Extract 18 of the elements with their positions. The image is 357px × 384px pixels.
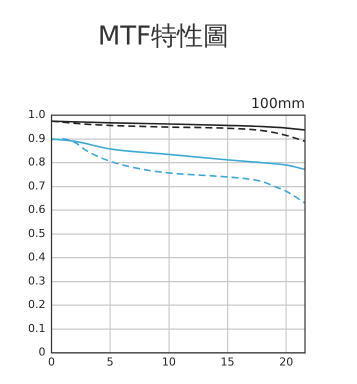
x-tick-label: 20 xyxy=(279,355,294,368)
y-tick-label: 0.9 xyxy=(28,132,46,145)
y-tick-label: 0.6 xyxy=(28,203,46,216)
text: 100mm xyxy=(251,96,305,112)
y-tick-label: 0.1 xyxy=(28,322,46,335)
x-tick-label: 0 xyxy=(48,355,55,368)
y-tick-label: 1.0 xyxy=(28,108,46,122)
y-tick-label: 0.2 xyxy=(28,298,46,312)
y-tick-label: 0.4 xyxy=(28,250,46,264)
x-tick-label: 15 xyxy=(220,355,235,368)
y-tick-label: 0.7 xyxy=(28,179,46,192)
x-tick-label: 5 xyxy=(106,355,114,368)
y-tick-label: 0 xyxy=(38,346,46,359)
x-tick-label: 10 xyxy=(162,355,176,368)
y-tick-label: 0.8 xyxy=(28,156,46,169)
chart-title: MTF特性圖 xyxy=(98,21,230,52)
y-tick-label: 0.3 xyxy=(28,274,46,288)
y-tick-label: 0.5 xyxy=(28,226,46,240)
